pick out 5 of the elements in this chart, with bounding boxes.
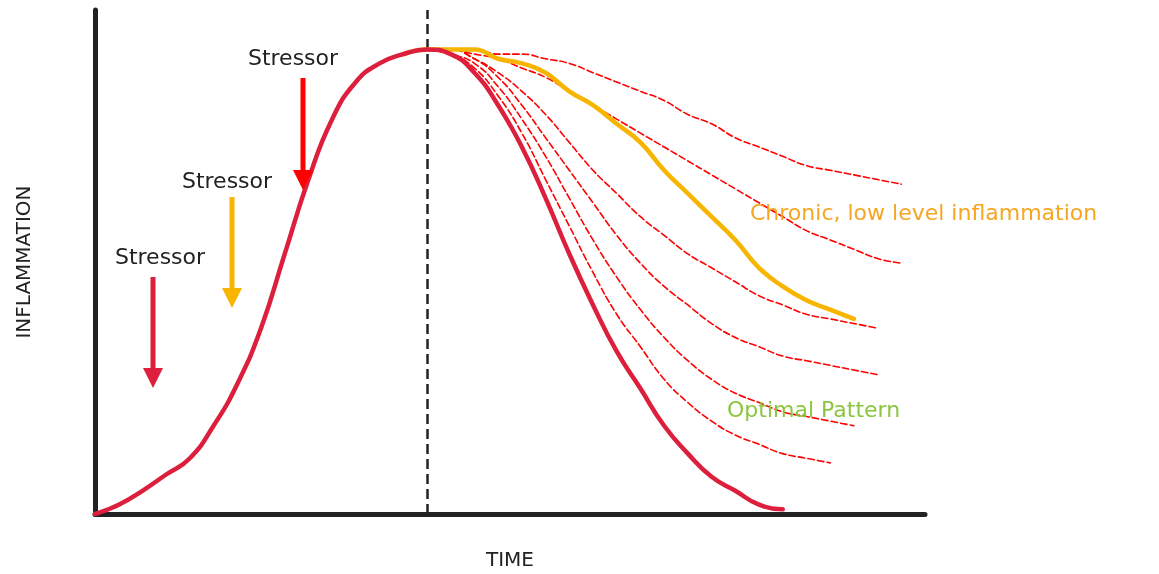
y-axis-title: INFLAMMATION	[11, 185, 35, 339]
annotation: Stressor	[247, 44, 340, 70]
x-axis-title: TIME	[484, 547, 535, 571]
annotation: Stressor	[181, 167, 274, 193]
annotation: Stressor	[114, 243, 207, 269]
